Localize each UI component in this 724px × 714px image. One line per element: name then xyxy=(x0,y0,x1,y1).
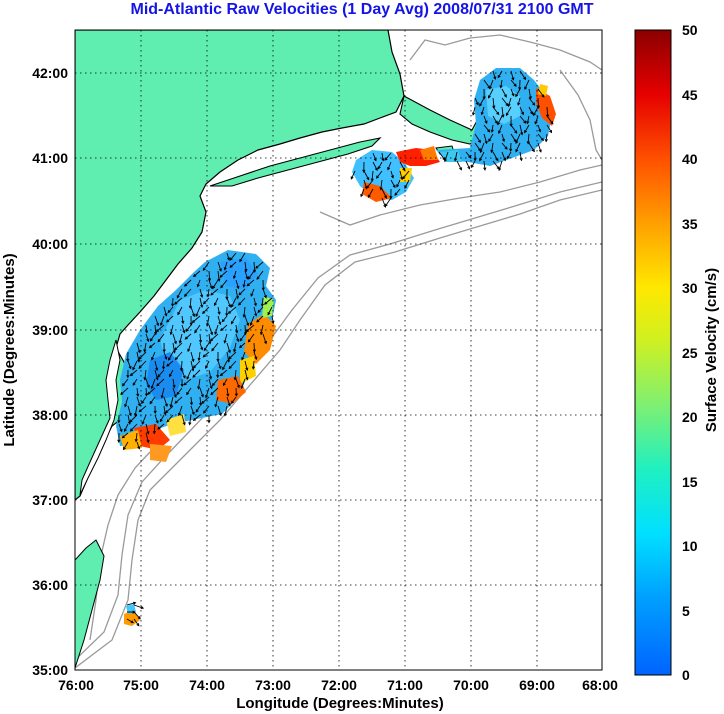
y-tick-label: 36:00 xyxy=(32,577,68,593)
y-tick-label: 35:00 xyxy=(32,662,68,678)
map-title: Mid-Atlantic Raw Velocities (1 Day Avg) … xyxy=(130,1,594,18)
x-tick-label: 76:00 xyxy=(58,677,94,693)
colorbar-tick-label: 15 xyxy=(682,474,698,490)
map-grid xyxy=(75,30,602,670)
x-tick-label: 70:00 xyxy=(453,677,489,693)
colorbar-tick-label: 10 xyxy=(682,538,698,554)
y-tick-label: 37:00 xyxy=(32,492,68,508)
y-tick-label: 41:00 xyxy=(32,150,68,166)
land-mass xyxy=(75,30,405,501)
x-tick-label: 72:00 xyxy=(321,677,357,693)
y-tick-label: 39:00 xyxy=(32,322,68,338)
colorbar-tick-label: 50 xyxy=(682,22,698,38)
x-tick-label: 68:00 xyxy=(582,677,618,693)
map-frame xyxy=(74,29,603,671)
colorbar-tick-label: 45 xyxy=(682,87,698,103)
colorbar-tick-label: 25 xyxy=(682,345,698,361)
colorbar-tick-label: 5 xyxy=(682,603,690,619)
y-tick-label: 42:00 xyxy=(32,65,68,81)
y-axis-label: Latitude (Degrees:Minutes) xyxy=(1,253,18,446)
colorbar-tick-label: 0 xyxy=(682,667,690,683)
y-tick-label: 38:00 xyxy=(32,407,68,423)
colorbar-tick-label: 30 xyxy=(682,280,698,296)
x-tick-labels: 76:00 75:00 74:00 73:00 72:00 71:00 70:0… xyxy=(58,677,618,693)
outer-banks xyxy=(75,539,105,669)
x-tick-label: 69:00 xyxy=(519,677,555,693)
colorbar-tick-label: 40 xyxy=(682,151,698,167)
x-tick-label: 75:00 xyxy=(123,677,159,693)
colorbar xyxy=(634,29,672,676)
map-content xyxy=(75,30,602,670)
colorbar-label: Surface Velocity (cm/s) xyxy=(703,268,720,432)
x-tick-label: 74:00 xyxy=(189,677,225,693)
x-tick-label: 73:00 xyxy=(255,677,291,693)
long-island xyxy=(209,137,382,187)
y-tick-label: 40:00 xyxy=(32,236,68,252)
colorbar-tick-label: 20 xyxy=(682,409,698,425)
colorbar-tick-label: 35 xyxy=(682,216,698,232)
x-tick-label: 71:00 xyxy=(387,677,423,693)
y-tick-labels: 42:00 41:00 40:00 39:00 38:00 37:00 36:0… xyxy=(32,65,68,678)
bay-water xyxy=(79,339,121,496)
x-axis-label: Longitude (Degrees:Minutes) xyxy=(236,695,444,712)
velocity-vectors xyxy=(117,70,554,627)
colorbar-tick-labels: 50 45 40 35 30 25 20 15 10 5 0 xyxy=(682,22,698,683)
